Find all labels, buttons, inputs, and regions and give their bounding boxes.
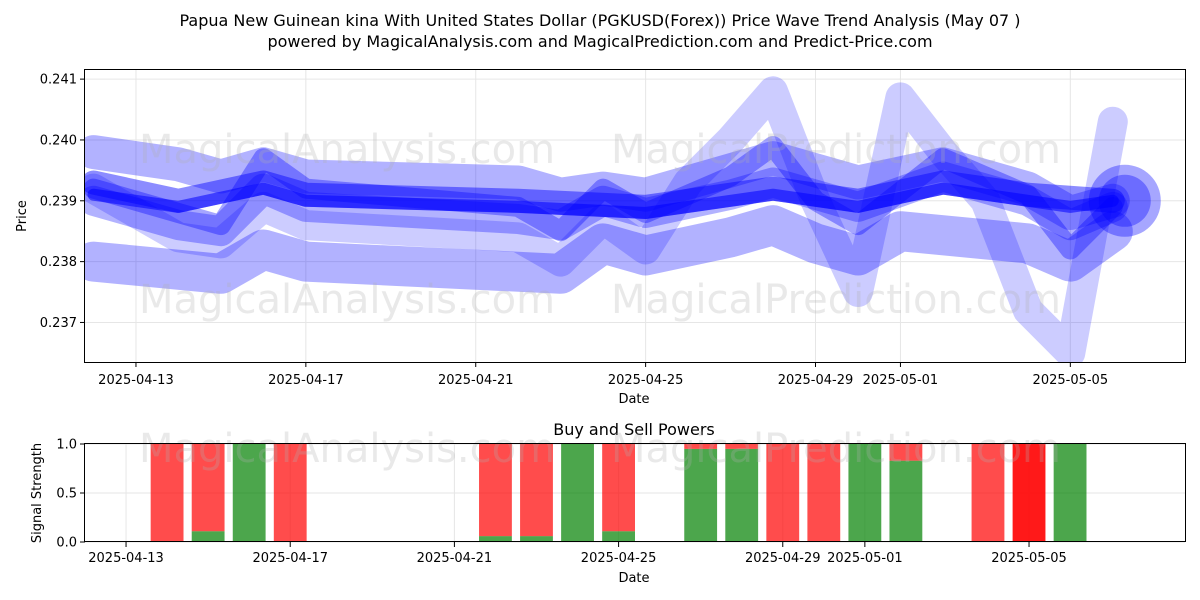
price-wave-line: [85, 205, 1133, 294]
sell-bar: [273, 444, 307, 542]
signal-x-tick-label: 2025-04-29: [745, 551, 821, 566]
signal-bars: [150, 444, 1087, 542]
buy-bar: [848, 444, 882, 542]
chart-title-line-2: powered by MagicalAnalysis.com and Magic…: [267, 32, 932, 51]
price-y-tick-label: 0.237: [40, 316, 77, 331]
watermark-analysis-top: MagicalAnalysis.com: [139, 127, 555, 173]
watermark-prediction-bottom: MagicalPrediction.com: [611, 277, 1061, 323]
price-wave-line: [87, 182, 1119, 219]
watermark-prediction-signal: MagicalPrediction.com: [611, 426, 1061, 472]
sell-bar: [150, 444, 184, 542]
signal-watermarks: MagicalAnalysis.com MagicalPrediction.co…: [139, 426, 1061, 472]
watermark-prediction-top: MagicalPrediction.com: [611, 127, 1061, 173]
sell-bar: [725, 444, 759, 449]
signal-y-tick-label: 0.5: [56, 487, 77, 502]
price-x-tick-label: 2025-04-25: [608, 373, 684, 388]
buy-bar: [191, 531, 225, 542]
buy-bar: [520, 536, 553, 542]
signal-x-tick-label: 2025-05-01: [827, 551, 903, 566]
price-y-tick-label: 0.241: [40, 73, 77, 88]
price-end-marker-outer: [1088, 164, 1161, 237]
price-x-tick-label: 2025-05-01: [863, 373, 939, 388]
sell-bar: [1012, 444, 1046, 542]
buy-bar: [684, 448, 718, 542]
price-y-axis-label: Price: [15, 200, 30, 232]
signal-x-tick-label: 2025-04-21: [417, 551, 493, 566]
sell-bar: [766, 444, 800, 542]
price-x-axis-label: Date: [618, 392, 649, 407]
buy-bar: [725, 448, 759, 542]
buy-bar: [602, 531, 635, 542]
watermark-analysis-signal: MagicalAnalysis.com: [139, 426, 555, 472]
price-watermarks: MagicalAnalysis.com MagicalPrediction.co…: [139, 127, 1061, 323]
sell-bar: [684, 444, 718, 449]
signal-x-tick-label: 2025-04-13: [88, 551, 164, 566]
buy-bar: [889, 460, 923, 542]
buy-bar: [479, 536, 512, 542]
price-y-tick-label: 0.240: [40, 133, 77, 148]
sell-bar: [602, 444, 635, 532]
buy-sell-title: Buy and Sell Powers: [553, 420, 715, 439]
buy-bar: [1053, 444, 1087, 542]
sell-bar: [971, 444, 1005, 542]
buy-bar: [561, 444, 594, 542]
signal-y-tick-label: 0.0: [56, 536, 77, 551]
buy-sell-chart: Buy and Sell Powers MagicalAnalysis.com …: [30, 420, 1186, 586]
signal-y-tick-label: 1.0: [56, 438, 77, 453]
price-x-tick-label: 2025-04-21: [438, 373, 514, 388]
chart-title-line-1: Papua New Guinean kina With United State…: [179, 11, 1020, 30]
signal-axis-ticks: 2025-04-13 2025-04-17 2025-04-21 2025-04-25…: [56, 438, 1066, 567]
price-end-marker-inner: [1098, 174, 1151, 227]
signal-x-tick-label: 2025-04-25: [581, 551, 657, 566]
price-wave-chart: MagicalAnalysis.com MagicalPrediction.co…: [15, 69, 1186, 407]
price-y-tick-label: 0.238: [40, 255, 77, 270]
sell-bar: [191, 444, 225, 532]
price-x-tick-label: 2025-04-29: [778, 373, 854, 388]
signal-y-axis-label: Signal Strength: [30, 443, 45, 543]
sell-bar: [520, 444, 553, 537]
price-x-tick-label: 2025-04-13: [98, 373, 174, 388]
price-axis-ticks: 2025-04-13 2025-04-17 2025-04-21 2025-04-25…: [40, 73, 1108, 388]
buy-bar: [232, 444, 266, 542]
signal-x-tick-label: 2025-05-05: [991, 551, 1067, 566]
price-x-tick-label: 2025-05-05: [1033, 373, 1109, 388]
price-x-tick-label: 2025-04-17: [268, 373, 344, 388]
price-wave-series: [85, 76, 1161, 362]
sell-bar: [807, 444, 841, 542]
watermark-analysis-bottom: MagicalAnalysis.com: [139, 277, 555, 323]
signal-x-axis-label: Date: [618, 571, 649, 586]
price-wave-line: [85, 135, 1130, 230]
price-y-tick-label: 0.239: [40, 194, 77, 209]
price-plot-frame: [84, 69, 1186, 363]
signal-x-tick-label: 2025-04-17: [252, 551, 328, 566]
sell-bar: [889, 444, 923, 461]
sell-bar: [479, 444, 512, 537]
